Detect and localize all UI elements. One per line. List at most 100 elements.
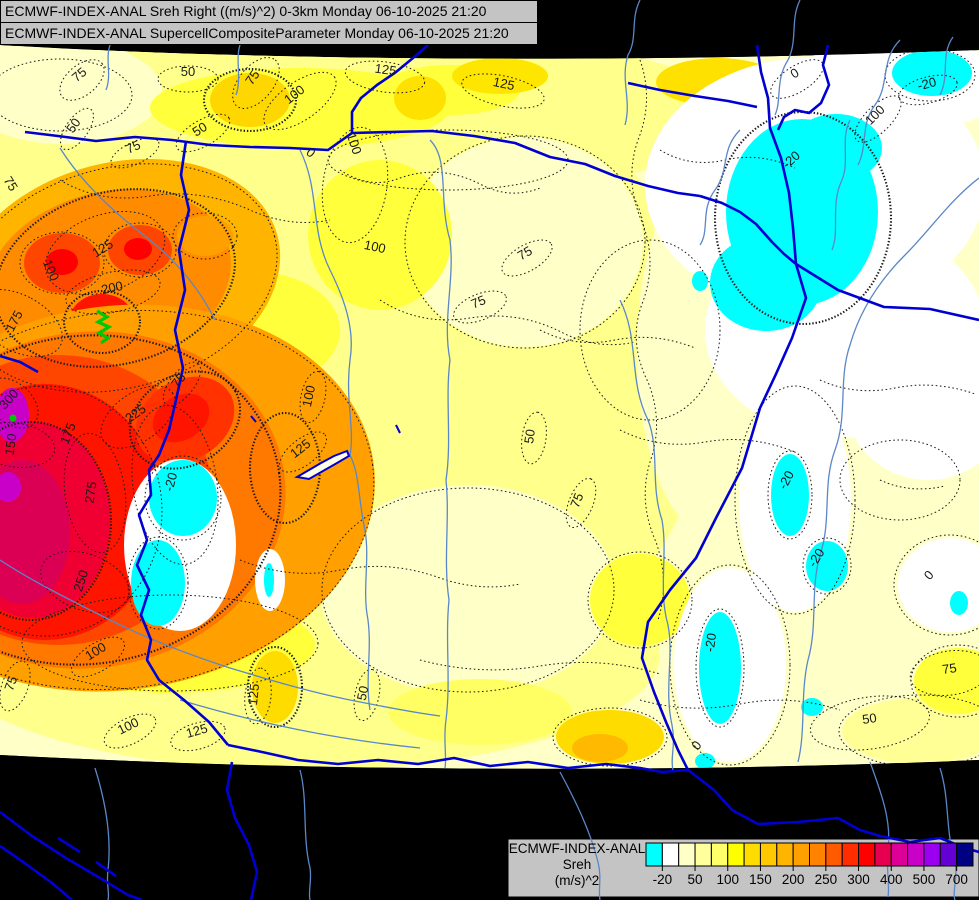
contour-ellipse bbox=[404, 135, 646, 349]
river bbox=[235, 44, 241, 96]
contour-ellipse bbox=[321, 487, 615, 693]
contour-value-label: 125 bbox=[374, 61, 398, 79]
river bbox=[857, 39, 901, 166]
contour-value-label: 50 bbox=[181, 64, 195, 79]
contour-value-label: -20 bbox=[702, 632, 719, 653]
contour-path bbox=[239, 559, 521, 588]
map-fill-regions bbox=[0, 45, 979, 769]
legend-tick-label: 700 bbox=[945, 872, 968, 887]
country-border bbox=[95, 860, 117, 878]
country-border bbox=[350, 44, 429, 133]
contour-ellipse bbox=[246, 645, 304, 729]
contour-ellipse bbox=[521, 411, 547, 465]
fill-region bbox=[806, 541, 848, 591]
river bbox=[774, 0, 801, 116]
fill-region bbox=[710, 235, 822, 331]
contour-ellipse bbox=[713, 110, 893, 326]
legend-title-line: Sreh bbox=[563, 857, 592, 872]
contour-value-label: 275 bbox=[82, 481, 100, 505]
contour-value-label: 50 bbox=[190, 119, 210, 139]
contour-ellipse bbox=[60, 107, 94, 151]
contour-ellipse bbox=[110, 137, 160, 169]
fill-region bbox=[46, 249, 78, 275]
country-border bbox=[627, 81, 758, 109]
contour-ellipse bbox=[202, 67, 298, 133]
river bbox=[797, 177, 979, 763]
max-marker-dot-icon bbox=[9, 414, 17, 422]
contour-ellipse bbox=[172, 212, 238, 260]
river bbox=[699, 129, 741, 246]
fill-region bbox=[388, 679, 572, 745]
country-border bbox=[0, 354, 39, 374]
contour-ellipse bbox=[103, 222, 177, 278]
fill-region bbox=[320, 485, 616, 695]
legend-tick-label: -20 bbox=[653, 872, 673, 887]
fill-region bbox=[790, 114, 882, 182]
max-marker-icon bbox=[94, 309, 113, 345]
legend-swatch bbox=[923, 842, 941, 867]
contour-value-label: 75 bbox=[1, 174, 21, 194]
contour-ellipse bbox=[263, 71, 337, 131]
contour-ellipse bbox=[838, 694, 979, 768]
contour-ellipse bbox=[898, 74, 958, 106]
legend-tick-label: 300 bbox=[847, 872, 870, 887]
country-border bbox=[227, 743, 689, 774]
contour-ellipse bbox=[0, 660, 31, 712]
contour-value-label: 75 bbox=[242, 67, 263, 87]
legend-swatch bbox=[678, 842, 696, 867]
contour-ellipse bbox=[0, 334, 282, 666]
legend-swatch bbox=[727, 842, 745, 867]
contour-value-label: 75 bbox=[469, 292, 488, 311]
title-bar-line2: ECMWF-INDEX-ANAL SupercellCompositeParam… bbox=[0, 22, 538, 45]
contour-path bbox=[339, 169, 541, 194]
contour-ellipse bbox=[244, 667, 272, 725]
max-markers bbox=[9, 309, 113, 422]
country-border bbox=[795, 262, 979, 322]
contour-ellipse bbox=[62, 289, 142, 355]
legend-swatch bbox=[809, 842, 827, 867]
contour-ellipse bbox=[70, 636, 126, 678]
contour-value-label: 100 bbox=[344, 131, 365, 156]
title-text-2: ECMWF-INDEX-ANAL SupercellCompositeParam… bbox=[5, 25, 509, 41]
contour-ellipse bbox=[127, 536, 189, 630]
contour-value-label: 75 bbox=[567, 491, 586, 510]
legend-swatch bbox=[792, 842, 811, 867]
river bbox=[94, 767, 110, 900]
contour-value-label: 125 bbox=[245, 683, 262, 706]
legend-tick-label: 400 bbox=[880, 872, 903, 887]
fill-region bbox=[801, 698, 823, 716]
contour-ellipse bbox=[453, 290, 507, 324]
legend-tick-label: 150 bbox=[749, 872, 772, 887]
country-border bbox=[640, 263, 979, 854]
fill-region bbox=[452, 58, 548, 94]
title-bar-line1: ECMWF-INDEX-ANAL Sreh Right ((m/s)^2) 0-… bbox=[0, 0, 538, 23]
contour-ellipse bbox=[734, 385, 856, 615]
contour-path bbox=[879, 479, 946, 490]
legend-tick-label: 500 bbox=[913, 872, 936, 887]
contour-ellipse bbox=[552, 707, 668, 767]
contour-ellipse bbox=[170, 720, 226, 752]
fill-region bbox=[152, 393, 210, 443]
legend-swatch bbox=[743, 842, 761, 867]
fill-region bbox=[210, 73, 290, 127]
contour-ellipse bbox=[0, 58, 133, 132]
contour-path bbox=[539, 329, 696, 349]
fill-region bbox=[590, 554, 690, 646]
fill-region bbox=[842, 698, 979, 764]
contour-value-label: -20 bbox=[161, 471, 180, 493]
fill-region bbox=[898, 538, 979, 632]
contour-ellipse bbox=[579, 239, 721, 421]
legend-swatch bbox=[694, 842, 712, 867]
contour-ellipse bbox=[128, 370, 242, 470]
fill-region bbox=[699, 612, 741, 724]
legend-swatch bbox=[825, 842, 843, 867]
contour-ellipse bbox=[587, 551, 693, 649]
contour-value-label: 100 bbox=[299, 384, 318, 408]
legend-swatch bbox=[939, 842, 958, 867]
river bbox=[624, 0, 641, 126]
contour-ellipse bbox=[695, 608, 745, 728]
contour-ellipse bbox=[40, 550, 130, 614]
contour-ellipse bbox=[353, 668, 381, 722]
